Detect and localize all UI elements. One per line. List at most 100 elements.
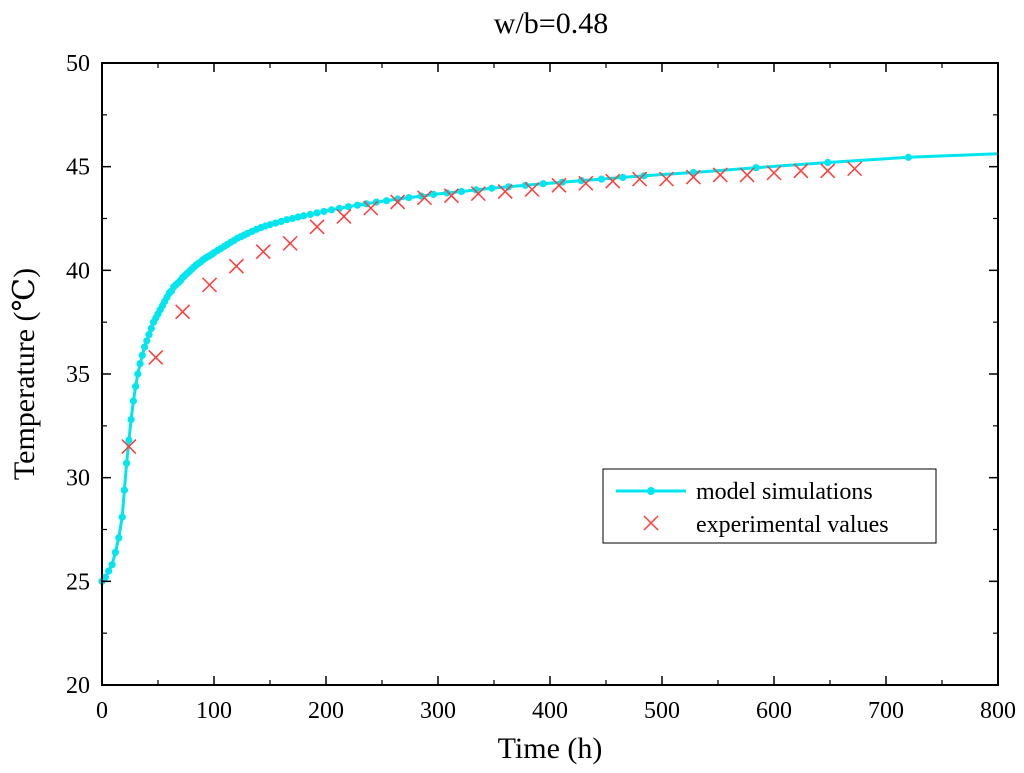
experimental-values-point [578,175,594,191]
model-simulations-point [101,573,109,581]
model-simulations-point [320,207,328,216]
y-tick-label: 30 [66,466,90,492]
experimental-values-point [524,181,540,198]
model-simulations-point [277,217,285,225]
model-simulations-point [505,183,513,191]
model-simulations-point [288,214,296,223]
plot-frame [101,62,999,686]
chart-title: w/b=0.48 [494,7,608,40]
x-axis: 0 100 200 300 400 500 600 700 800 [96,63,1016,724]
model-simulations-point [266,221,274,229]
model-simulations-point [136,360,144,368]
experimental-values-point [148,349,164,365]
model-simulations-point [294,213,302,221]
model-simulations-point [111,548,119,556]
model-simulations-point [138,351,146,359]
experimental-values-point [847,161,863,177]
model-simulations-point [118,513,126,521]
experimental-values-point [390,194,406,210]
model-simulations-point [283,216,291,224]
x-axis-label: Time (h) [498,732,603,765]
experimental-values-point [309,219,325,235]
model-simulations-point [619,173,627,181]
x-tick-label: 0 [96,698,108,724]
model-simulations-point [306,210,314,218]
x-tick-label: 800 [980,698,1016,724]
experimental-values-point [658,171,675,187]
experimental-values-point [417,190,433,206]
model-simulations-point [344,203,352,211]
experimental-values-point [228,258,244,274]
model-simulations-point [120,486,128,494]
y-tick-label: 35 [66,362,90,388]
experimental-values-point [443,188,459,204]
legend-model-marker [647,487,655,495]
model-simulations-point [521,181,530,189]
experimental-values-point [363,200,379,216]
model-simulations-point [488,184,496,192]
experimental-values-point [685,169,701,185]
model-simulations-point [115,534,123,542]
model-simulations-point [129,397,137,405]
model-simulations-point [108,561,116,569]
legend-experimental-label: experimental values [696,512,889,538]
x-tick-label: 500 [644,698,680,724]
y-tick-label: 25 [66,569,90,595]
model-simulations-point [752,164,760,172]
experimental-values-point [739,167,755,183]
experimental-values-point [766,165,782,181]
model-simulations-point [272,219,280,227]
experimental-values-point [820,163,836,179]
y-tick-label: 20 [66,673,90,699]
model-simulations-point [147,324,155,332]
model-simulations-point [405,194,413,202]
model-simulations-point [443,189,451,197]
legend-model-label: model simulations [696,479,873,505]
y-tick-label: 40 [66,258,90,284]
x-tick-label: 600 [756,698,792,724]
model-simulations-point [143,337,151,345]
experimental-values-point [605,173,621,189]
experimental-values-point [121,439,137,455]
model-simulations-point [127,416,135,424]
model-simulations-point [429,190,438,198]
model-simulations-point [457,187,466,196]
model-simulations-point [335,204,343,212]
model-simulations-point [300,212,308,220]
experimental-values-point [336,208,352,224]
model-simulations-point [328,206,336,214]
experimental-values-point [497,184,513,200]
model-simulations-point [145,331,153,339]
model-simulations-point [125,436,133,444]
legend-experimental-marker [643,515,659,531]
y-tick-label: 45 [66,155,90,181]
model-simulations-point [134,370,142,378]
experimental-values-point [175,304,191,320]
model-simulations-point [353,201,361,209]
x-tick-label: 700 [868,698,904,724]
model-simulations-point [824,158,832,167]
x-tick-label: 100 [196,698,232,724]
experimental-values-point [201,277,218,293]
experimental-values-point [470,186,486,202]
experimental-values-point [793,163,809,179]
model-simulations-point [904,153,913,161]
plot-area [98,152,999,585]
model-simulations-point [105,567,113,575]
model-simulations-point [640,172,648,180]
legend: model simulations experimental values [602,468,937,544]
experimental-values-point [255,244,271,260]
model-simulations-point [123,459,131,467]
experimental-values-point [282,235,298,251]
model-simulations-point [597,175,606,183]
x-tick-label: 200 [308,698,344,724]
model-simulations-point [382,197,391,205]
legend-box [602,468,937,544]
model-simulations-point [539,180,547,188]
experimental-values-point [551,177,567,193]
x-tick-label: 300 [420,698,456,724]
y-axis-label: Temperature (℃) [8,268,41,480]
model-simulations-point [313,209,321,217]
model-simulations-point [577,177,586,185]
